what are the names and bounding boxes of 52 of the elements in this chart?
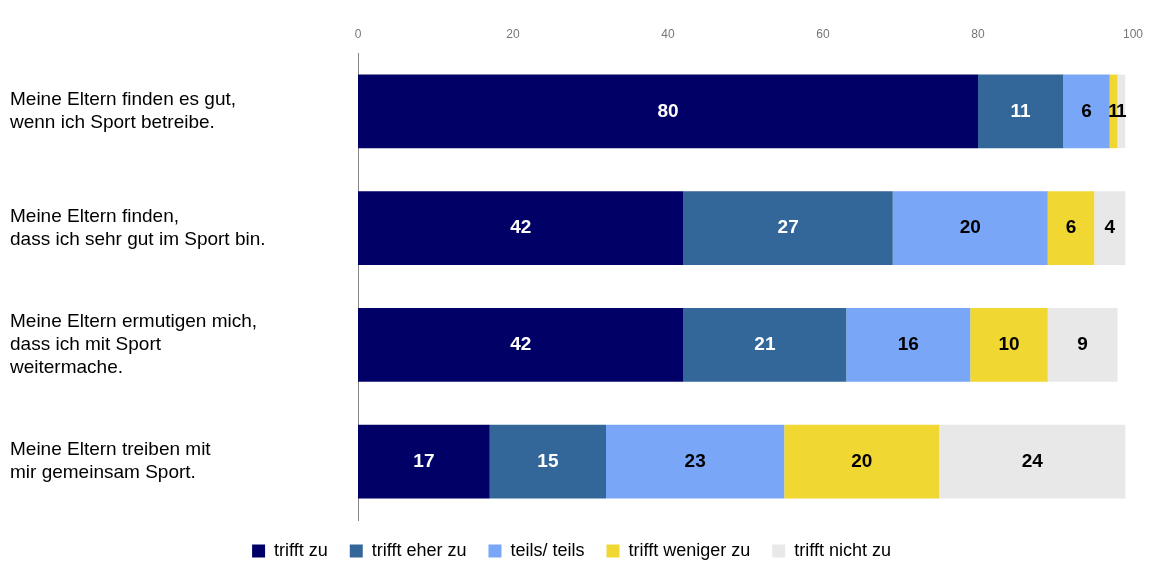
- data-label: 42: [510, 333, 532, 355]
- legend-label: trifft zu: [274, 539, 328, 560]
- x-tick-label: 100: [1122, 27, 1144, 42]
- data-label: 4: [1104, 216, 1116, 238]
- data-label: 20: [959, 216, 981, 238]
- bar: [939, 424, 1126, 499]
- bar: [683, 191, 893, 265]
- data-label: 27: [777, 216, 799, 238]
- data-label: 9: [1077, 333, 1088, 355]
- x-tick-label: 20: [506, 27, 520, 42]
- x-tick-label: 60: [816, 27, 830, 42]
- bar: [1094, 191, 1126, 265]
- y-tick-label: Meine Eltern treiben mit mir gemeinsam Sport.: [10, 438, 212, 483]
- data-label: 17: [413, 449, 435, 471]
- bar: [606, 424, 785, 499]
- data-label: 23: [684, 449, 706, 471]
- bar: [358, 308, 684, 382]
- bar: [846, 308, 971, 382]
- y-tick-label: Meine Eltern ermutigen mich, dass ich mit Sport weitermache.: [9, 310, 258, 377]
- legend-label: teils/ teils: [510, 539, 585, 560]
- bar: [970, 308, 1048, 382]
- data-label: 6: [1081, 99, 1092, 121]
- y-tick-label: Meine Eltern finden, dass ich sehr gut im Sport bin.: [10, 204, 266, 249]
- data-label: 6: [1065, 216, 1077, 238]
- x-tick-label: 0: [354, 27, 362, 42]
- legend-label: trifft weniger zu: [628, 539, 751, 560]
- data-label: 10: [998, 333, 1020, 355]
- x-tick-label: 80: [971, 27, 985, 42]
- bar: [358, 191, 684, 265]
- bar: [784, 424, 940, 499]
- data-label: 1: [1116, 99, 1128, 121]
- x-tick-label: 40: [661, 27, 675, 42]
- data-label: 15: [537, 449, 559, 471]
- data-label: 24: [1021, 449, 1044, 471]
- bar: [358, 424, 490, 499]
- bar: [1063, 74, 1110, 149]
- data-label: 80: [657, 99, 679, 121]
- data-label: 42: [510, 216, 532, 238]
- bar: [683, 308, 847, 382]
- bar: [489, 424, 606, 499]
- legend-label: trifft eher zu: [371, 539, 467, 560]
- legend-label: trifft nicht zu: [794, 539, 891, 560]
- y-tick-label: Meine Eltern finden es gut, wenn ich Sport betreibe.: [9, 88, 237, 133]
- data-label: 11: [1010, 99, 1032, 121]
- bar: [1047, 191, 1095, 265]
- bar: [358, 74, 978, 149]
- data-label: 21: [754, 333, 776, 355]
- data-label: 20: [851, 449, 873, 471]
- bar: [892, 191, 1048, 265]
- data-label: 16: [897, 333, 919, 355]
- bar: [978, 74, 1064, 149]
- bar: [1047, 308, 1118, 382]
